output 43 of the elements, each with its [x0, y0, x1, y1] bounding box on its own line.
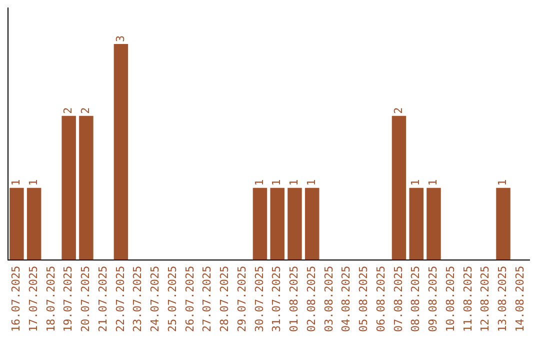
- data-label: 1: [496, 179, 510, 186]
- data-label: 2: [79, 107, 92, 114]
- data-label: 2: [62, 107, 75, 114]
- x-tick-label: 16.07.2025: [10, 266, 23, 332]
- data-label: 3: [114, 35, 127, 42]
- x-tick-label: 07.08.2025: [392, 266, 405, 332]
- x-tick-label: 14.08.2025: [513, 266, 526, 332]
- x-tick-label: 25.07.2025: [166, 266, 179, 332]
- data-label: 1: [288, 179, 301, 186]
- data-label: 1: [304, 179, 318, 186]
- x-tick-label: 10.08.2025: [444, 266, 457, 332]
- x-tick-label: 28.07.2025: [218, 266, 232, 332]
- x-tick-label: 19.07.2025: [62, 266, 75, 332]
- data-label: 2: [392, 107, 405, 114]
- x-tick-label: 06.08.2025: [374, 266, 388, 332]
- x-tick-label: 26.07.2025: [183, 266, 196, 332]
- x-tick-label: 09.08.2025: [426, 266, 440, 332]
- x-tick-label: 17.07.2025: [26, 266, 40, 332]
- x-tick-label: 08.08.2025: [409, 266, 422, 332]
- x-tick-label: 22.07.2025: [114, 266, 127, 332]
- x-tick-label: 20.07.2025: [79, 266, 92, 332]
- x-tick-label: 05.08.2025: [357, 266, 370, 332]
- x-tick-label: 31.07.2025: [270, 266, 284, 332]
- x-tick-label: 24.07.2025: [148, 266, 162, 332]
- data-label: 1: [409, 179, 422, 186]
- x-tick-label: 11.08.2025: [461, 266, 474, 332]
- x-tick-label: 18.07.2025: [44, 266, 58, 332]
- x-tick-label: 04.08.2025: [340, 266, 353, 332]
- data-label: 1: [26, 179, 40, 186]
- data-label: 1: [252, 179, 266, 186]
- data-label: 1: [426, 179, 440, 186]
- x-tick-label: 30.07.2025: [252, 266, 266, 332]
- x-tick-label: 29.07.2025: [235, 266, 248, 332]
- data-label: 1: [270, 179, 284, 186]
- x-tick-label: 01.08.2025: [288, 266, 301, 332]
- x-tick-label: 27.07.2025: [200, 266, 214, 332]
- x-tick-label: 13.08.2025: [496, 266, 510, 332]
- x-tick-label: 02.08.2025: [304, 266, 318, 332]
- x-tick-label: 23.07.2025: [131, 266, 144, 332]
- x-tick-label: 03.08.2025: [322, 266, 336, 332]
- data-label: 1: [10, 179, 23, 186]
- x-tick-label: 21.07.2025: [96, 266, 110, 332]
- x-tick-label: 12.08.2025: [478, 266, 492, 332]
